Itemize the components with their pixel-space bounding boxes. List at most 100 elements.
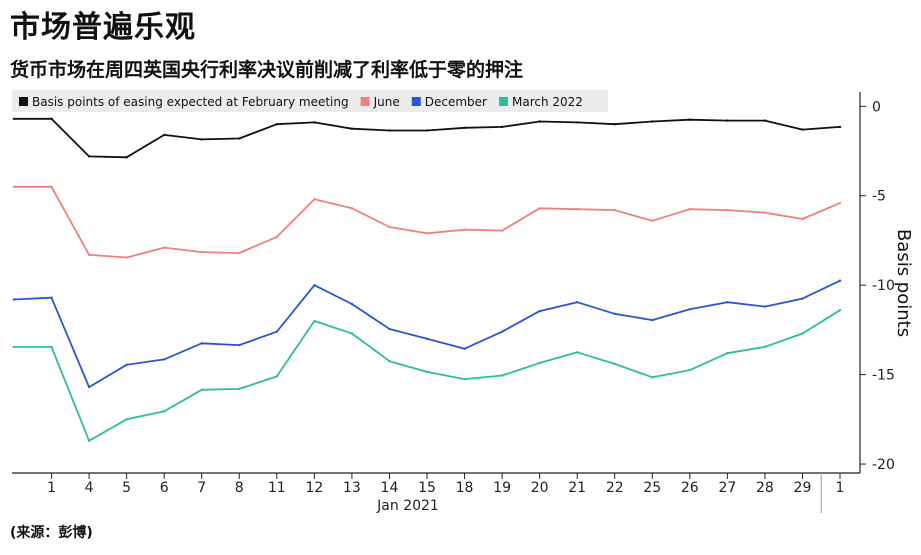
data-point [50,185,53,188]
y-tick-label: -20 [872,457,895,473]
data-point [350,127,354,130]
y-axis-label: Basis points [893,229,914,337]
data-point [688,368,691,372]
data-point [838,309,842,312]
y-tick-label: -10 [872,278,895,294]
legend-swatch [499,97,508,106]
data-point [613,312,616,315]
data-point [125,418,128,421]
data-point [651,318,654,322]
data-point [576,351,579,354]
data-point [726,352,729,355]
data-point [238,387,241,391]
legend-label: December [425,95,487,109]
data-point [838,279,842,282]
data-point [688,208,691,211]
data-point [538,361,541,365]
series-line-3 [14,309,841,442]
y-tick-label: 0 [872,99,881,115]
legend-swatch [411,97,421,106]
data-point [651,219,654,222]
data-point [12,345,16,349]
data-point [463,126,466,129]
x-tick-label: 1 [47,480,56,496]
data-point [538,120,541,123]
data-point [275,235,278,239]
label-layer: Jan 2021 Basis points [376,229,914,514]
legend-background [12,90,608,112]
data-point [801,128,804,131]
series-line-0 [14,117,841,159]
legend-swatch [360,97,370,106]
data-point [388,360,391,363]
data-point [163,410,166,413]
x-tick-label: 11 [268,480,286,496]
data-point [87,385,91,389]
data-point [125,363,128,366]
data-point [500,374,504,377]
data-point [576,301,579,304]
x-tick-label: 18 [456,480,474,496]
y-tick-label: -15 [872,368,895,384]
data-point [200,388,203,391]
data-point [12,185,16,188]
x-axis-label: Jan 2021 [376,498,439,514]
data-point [726,119,729,122]
data-point [801,332,804,335]
legend-swatch [19,97,28,106]
data-point [350,332,354,335]
data-point [688,118,691,121]
data-point [125,156,128,159]
data-point [163,133,166,137]
chart-title: 市场普遍乐观 [10,10,196,45]
data-point [388,129,391,132]
data-point [463,228,466,231]
data-point [801,297,804,300]
data-point [12,117,16,121]
x-tick-label: 22 [606,480,624,496]
data-point [500,330,504,333]
data-point [275,123,278,126]
x-tick-label: 26 [681,480,699,496]
data-point [87,155,91,158]
data-point [838,201,842,205]
data-point [313,284,316,287]
data-point [651,120,654,123]
data-point [613,362,616,366]
x-tick-label: 13 [343,480,361,496]
x-tick-label: 28 [756,480,774,496]
legend-label: March 2022 [512,95,583,109]
y-tick-label: -5 [872,189,886,205]
data-point [425,129,429,132]
data-point [313,198,316,201]
x-tick-label: 6 [160,480,169,496]
data-point [238,251,241,255]
data-point [425,232,429,235]
data-point [838,125,842,129]
x-tick-label: 29 [794,480,812,496]
data-point [275,330,278,333]
data-point [87,253,91,256]
data-point [763,119,767,122]
series-line-1 [14,185,841,259]
legend-label: June [373,95,400,109]
data-point [50,345,53,349]
data-point [388,225,391,229]
x-tick-label: 25 [643,480,661,496]
data-point [200,138,203,141]
chart-subtitle: 货币市场在周四英国央行利率决议前削减了利率低于零的押注 [10,59,524,81]
x-tick-label: 4 [85,480,94,496]
data-point [425,370,429,374]
data-point [87,439,91,442]
data-point [763,345,767,349]
data-point [500,125,504,129]
series-layer [12,117,842,442]
data-point [275,375,278,378]
data-point [163,358,166,361]
x-tick-label: 15 [418,480,436,496]
data-point [350,302,354,306]
data-point [538,309,541,313]
data-point [238,137,241,140]
data-point [576,121,579,124]
